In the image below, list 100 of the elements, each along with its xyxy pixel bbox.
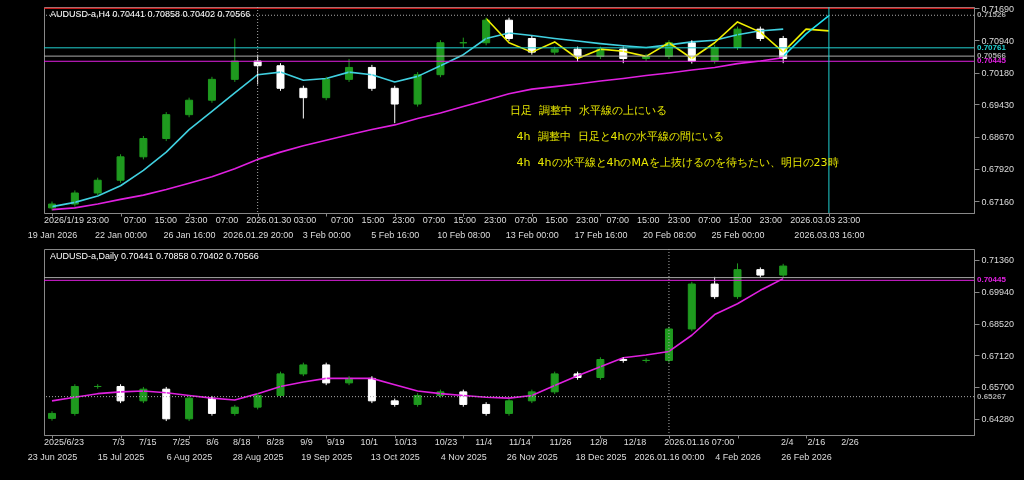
text: 11/26 bbox=[549, 437, 572, 447]
text: 15:00 bbox=[361, 215, 385, 225]
text: 23:00 bbox=[667, 215, 691, 225]
x-tick-label: 26 Feb 2026 bbox=[781, 451, 832, 462]
candlestick bbox=[299, 362, 308, 377]
candlestick bbox=[276, 371, 285, 399]
candlestick bbox=[733, 262, 742, 300]
text: 2026/1/19 23:00 bbox=[44, 215, 110, 225]
candlestick bbox=[413, 392, 422, 408]
x-tick-label: 20 Feb 08:00 bbox=[642, 229, 696, 240]
text: 2026.01.30 03:00 bbox=[246, 215, 317, 225]
x-tick-label: 2026.01.29 20:00 bbox=[223, 229, 294, 240]
text: 7/15 bbox=[138, 437, 157, 447]
text: 15:00 bbox=[453, 215, 476, 225]
text: 07:00 bbox=[606, 215, 630, 225]
y-tick-label: 0.65700 bbox=[981, 382, 1015, 393]
text: 12/8 bbox=[590, 437, 608, 447]
text: 15:00 bbox=[637, 215, 660, 225]
text: 2026.01.16 07:00 bbox=[664, 437, 735, 447]
text: 23:00 bbox=[185, 215, 208, 225]
x-tick-label: 4 Nov 2025 bbox=[440, 451, 487, 462]
text: 8/18 bbox=[232, 437, 251, 447]
text: 2/16 bbox=[807, 437, 826, 447]
text: 7/25 bbox=[172, 437, 191, 447]
y-tick-label: 0.67920 bbox=[981, 164, 1015, 175]
x-tick-label: 13 Oct 2025 bbox=[370, 451, 420, 462]
text: 2026.03.03 23:00 bbox=[790, 215, 861, 225]
text: 07:00 bbox=[698, 215, 721, 225]
x-tick-label: 5 Feb 16:00 bbox=[371, 229, 420, 240]
x-tick-label: 22 Jan 00:00 bbox=[95, 229, 148, 240]
candlestick bbox=[253, 392, 262, 410]
candlestick bbox=[413, 71, 422, 108]
text: 11/4 bbox=[475, 437, 493, 447]
text: 07:00 bbox=[123, 215, 147, 225]
text: 10/13 bbox=[394, 437, 417, 447]
text: 7/3 bbox=[112, 437, 125, 447]
candlestick bbox=[779, 263, 788, 278]
candlestick bbox=[116, 153, 125, 184]
x-tick-label: 17 Feb 16:00 bbox=[574, 229, 628, 240]
text: 15:00 bbox=[154, 215, 177, 225]
x-tick-label: 13 Feb 00:00 bbox=[505, 229, 559, 240]
x-tick-label: 26 Jan 16:00 bbox=[163, 229, 216, 240]
y-tick-label: 0.64280 bbox=[981, 414, 1015, 425]
x-tick-label: 6 Aug 2025 bbox=[166, 451, 213, 462]
text: 2/26 bbox=[841, 437, 859, 447]
text: 8/28 bbox=[266, 437, 285, 447]
candlestick bbox=[230, 404, 239, 417]
x-tick-label: 3 Feb 00:00 bbox=[302, 229, 351, 240]
text: 07:00 bbox=[215, 215, 239, 225]
ref-line-label: 0.70445 bbox=[977, 275, 1007, 285]
text: 23:00 bbox=[484, 215, 507, 225]
candlestick bbox=[756, 266, 765, 278]
y-tick-label: 0.68670 bbox=[981, 132, 1015, 143]
y-tick-label: 0.69940 bbox=[981, 287, 1015, 298]
candlestick bbox=[710, 276, 719, 300]
text: 8/6 bbox=[206, 437, 219, 447]
annotation: 4h 4hの水平線と4hのMAを上抜けるのを待ちたい、明日の23時 bbox=[515, 154, 839, 171]
text: 07:00 bbox=[422, 215, 446, 225]
text: 9/19 bbox=[326, 437, 345, 447]
candlestick bbox=[390, 398, 399, 408]
annotation: 4h 調整中 日足と4hの水平線の間にいる bbox=[515, 128, 725, 145]
chart-title: AUDUSD-a,Daily 0.70441 0.70858 0.70402 0.70566 bbox=[50, 251, 259, 261]
candlestick bbox=[276, 62, 285, 92]
y-tick-label: 0.68520 bbox=[981, 319, 1015, 330]
y-tick-label: 0.69430 bbox=[981, 99, 1015, 110]
x-tick-label: 4 Feb 2026 bbox=[715, 451, 761, 462]
text: 23:00 bbox=[759, 215, 783, 225]
candlestick bbox=[687, 281, 696, 332]
x-tick-label: 25 Feb 00:00 bbox=[711, 229, 765, 240]
ref-line-label: 0.65267 bbox=[977, 391, 1007, 401]
text: 15:00 bbox=[545, 215, 568, 225]
annotation: 日足 調整中 水平線の上にいる bbox=[509, 102, 668, 119]
text: 2025/6/23 bbox=[44, 437, 85, 447]
candlestick bbox=[139, 135, 148, 160]
x-tick-label: 10 Feb 08:00 bbox=[437, 229, 491, 240]
line-series bbox=[485, 17, 830, 60]
y-tick-label: 0.70180 bbox=[981, 68, 1015, 79]
text: 10/23 bbox=[434, 437, 458, 447]
text: 9/9 bbox=[300, 437, 313, 447]
y-tick-label: 0.67160 bbox=[981, 196, 1015, 207]
x-tick-label: 28 Aug 2025 bbox=[232, 451, 284, 462]
text: 12/18 bbox=[623, 437, 647, 447]
x-tick-label: 23 Jun 2025 bbox=[27, 451, 78, 462]
y-tick-label: 0.70940 bbox=[981, 35, 1015, 46]
chart-title: AUDUSD-a,H4 0.70441 0.70858 0.70402 0.70566 bbox=[50, 9, 251, 19]
x-tick-label: 19 Jan 2026 bbox=[27, 229, 78, 240]
text: 11/14 bbox=[509, 437, 531, 447]
x-tick-label: 19 Sep 2025 bbox=[301, 451, 353, 462]
text: 15:00 bbox=[728, 215, 752, 225]
x-tick-label: 18 Dec 2025 bbox=[575, 451, 627, 462]
candlestick bbox=[596, 356, 605, 381]
x-tick-label: 2026.01.16 00:00 bbox=[634, 451, 705, 462]
x-tick-label: 15 Jul 2025 bbox=[97, 451, 145, 462]
text: 23:00 bbox=[392, 215, 415, 225]
y-tick-label: 0.71360 bbox=[981, 255, 1015, 266]
x-tick-label: 2026.03.03 16:00 bbox=[794, 229, 865, 240]
candlestick bbox=[733, 26, 742, 51]
x-tick-label: 26 Nov 2025 bbox=[506, 451, 558, 462]
y-tick-label: 0.67120 bbox=[981, 350, 1015, 361]
text: 23:00 bbox=[575, 215, 599, 225]
